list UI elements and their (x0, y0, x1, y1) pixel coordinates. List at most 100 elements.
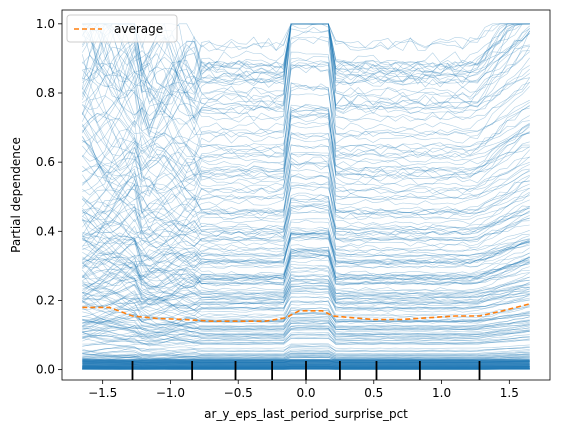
y-tick-label: 0.6 (36, 155, 55, 169)
ice-line (82, 201, 530, 255)
ice-line (82, 335, 530, 343)
legend: average (66, 14, 178, 43)
ice-line (82, 23, 530, 97)
ice-line (82, 112, 530, 204)
ice-line (82, 318, 530, 329)
ice-line (82, 156, 530, 231)
ice-line (82, 282, 530, 306)
ice-line (82, 93, 530, 146)
y-tick-label: 0.2 (36, 293, 55, 307)
ice-line (82, 204, 530, 235)
ice-line (82, 233, 530, 272)
ice-line (82, 64, 530, 135)
ice-line (82, 104, 530, 195)
ice-line (82, 284, 530, 310)
ice-line (82, 287, 530, 306)
ice-line (82, 30, 530, 120)
ice-line (82, 23, 530, 94)
ice-line (82, 320, 530, 339)
ice-line (82, 332, 530, 343)
ice-line (82, 23, 530, 105)
ice-line (82, 160, 530, 227)
ice-line (82, 23, 530, 97)
ice-line (82, 23, 530, 94)
ice-line (82, 209, 530, 247)
ice-line (82, 62, 530, 157)
ice-line (82, 83, 530, 177)
ice-line (82, 162, 530, 210)
ice-line (82, 352, 530, 359)
ice-line (82, 248, 530, 290)
ice-line (82, 333, 530, 346)
ice-line (82, 56, 530, 125)
ice-line (82, 23, 530, 115)
ice-line (82, 115, 530, 187)
ice-line (82, 23, 530, 105)
ice-line (82, 296, 530, 312)
ice-line (82, 289, 530, 319)
ice-line (82, 64, 530, 119)
ice-line (82, 23, 530, 129)
y-tick-label: 0.0 (36, 363, 55, 377)
ice-line (82, 104, 530, 157)
ice-line (82, 173, 530, 223)
ice-line (82, 152, 530, 219)
ice-line (82, 229, 530, 261)
ice-line (82, 317, 530, 331)
ice-line (82, 194, 530, 250)
ice-line (82, 227, 530, 272)
ice-line (82, 183, 530, 234)
y-tick-label: 0.8 (36, 86, 55, 100)
ice-line (82, 352, 530, 357)
ice-line (82, 181, 530, 248)
y-axis-label: Partial dependence (9, 137, 23, 253)
ice-line (82, 352, 530, 358)
ice-line (82, 131, 530, 209)
ice-line (82, 36, 530, 105)
ice-line (82, 219, 530, 259)
ice-line (82, 277, 530, 305)
ice-line (82, 327, 530, 338)
x-axis-label: ar_y_eps_last_period_surprise_pct (204, 407, 408, 421)
ice-line (82, 337, 530, 346)
ice-line (82, 26, 530, 97)
ice-line (82, 326, 530, 342)
ice-line (82, 232, 530, 278)
ice-line (82, 248, 530, 274)
ice-line (82, 322, 530, 333)
ice-line (82, 251, 530, 289)
ice-line (82, 23, 530, 105)
x-axis-ticks: −1.5 −1.0 −0.5 0.0 0.5 1.0 1.5 (88, 380, 519, 400)
ice-line (82, 267, 530, 290)
ice-line (82, 23, 530, 116)
ice-line (82, 163, 530, 232)
ice-line (82, 344, 530, 354)
ice-line (82, 277, 530, 301)
ice-line (82, 169, 530, 222)
ice-line (82, 350, 530, 358)
ice-line (82, 246, 530, 287)
ice-line (82, 307, 530, 327)
ice-line (82, 218, 530, 249)
ice-line (82, 353, 530, 360)
ice-line (82, 290, 530, 307)
ice-line (82, 279, 530, 298)
ice-line (82, 248, 530, 290)
x-tick-label: 1.0 (432, 386, 451, 400)
ice-line (82, 268, 530, 302)
ice-line (82, 235, 530, 262)
ice-line (82, 326, 530, 343)
ice-line (82, 343, 530, 351)
ice-line (82, 23, 530, 91)
ice-line (82, 121, 530, 167)
ice-line (82, 192, 530, 249)
ice-line (82, 355, 530, 361)
ice-line (82, 322, 530, 340)
ice-line (82, 327, 530, 343)
ice-line (82, 307, 530, 329)
ice-line (82, 176, 530, 226)
ice-line (82, 354, 530, 360)
ice-line (82, 232, 530, 267)
ice-line (82, 199, 530, 236)
ice-line (82, 248, 530, 289)
